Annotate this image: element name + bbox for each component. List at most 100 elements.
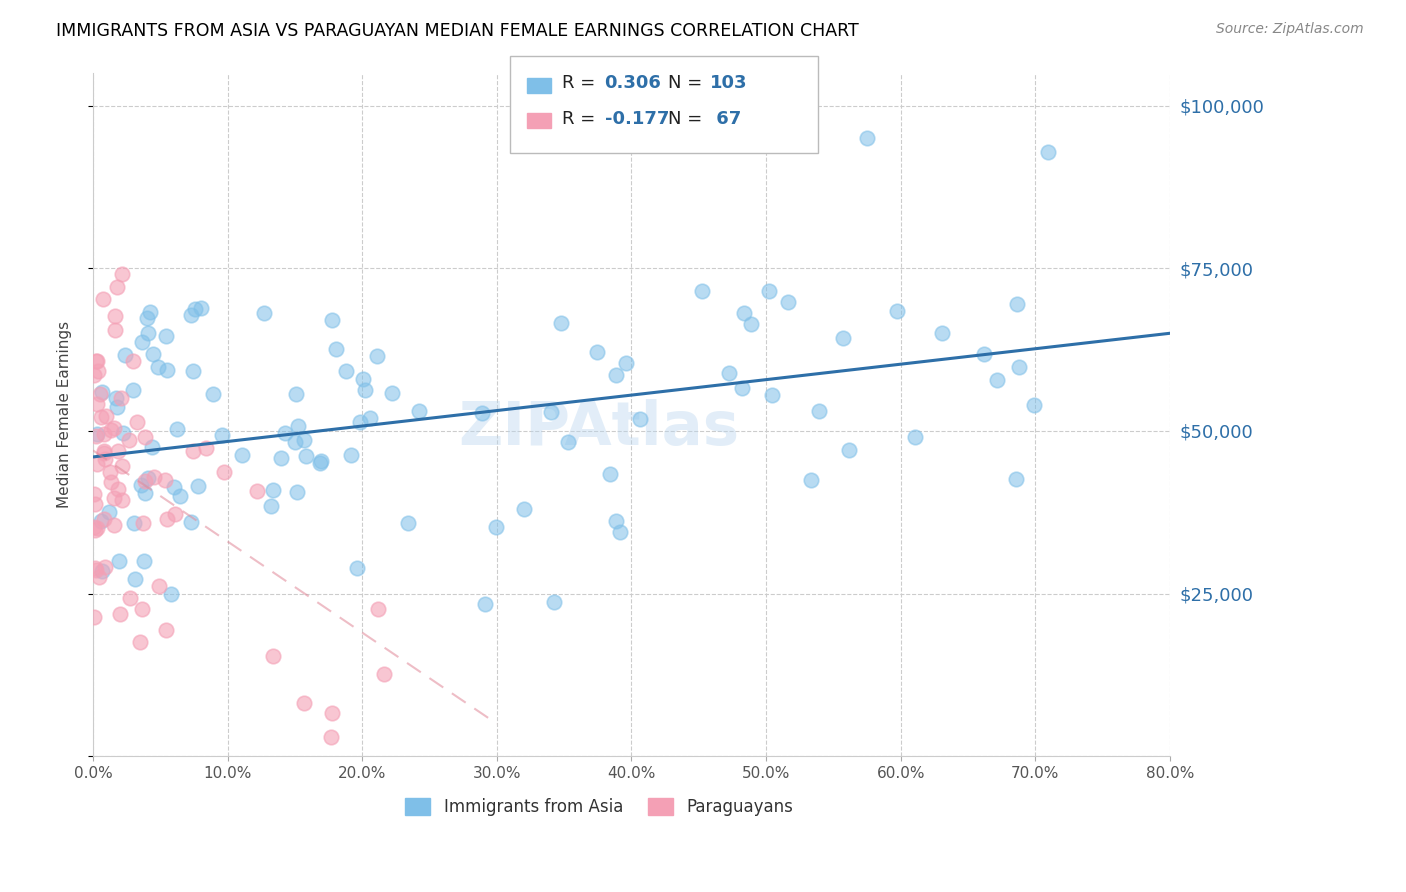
Point bbox=[94, 409, 117, 423]
Point bbox=[212, 465, 235, 479]
Point bbox=[143, 470, 166, 484]
Point bbox=[1038, 145, 1060, 159]
Point bbox=[83, 487, 105, 501]
Point bbox=[184, 302, 207, 317]
Point bbox=[121, 353, 143, 368]
Point bbox=[103, 518, 125, 533]
Point bbox=[557, 434, 579, 449]
Point bbox=[285, 484, 308, 499]
Point bbox=[131, 601, 153, 615]
Point bbox=[284, 435, 307, 450]
Point bbox=[97, 505, 120, 519]
Point bbox=[359, 410, 381, 425]
Point bbox=[986, 374, 1008, 388]
Point bbox=[139, 305, 162, 319]
Point bbox=[180, 308, 202, 322]
Point bbox=[373, 666, 395, 681]
Point bbox=[886, 303, 908, 318]
Point bbox=[325, 342, 347, 356]
Point bbox=[134, 474, 156, 488]
Point bbox=[211, 428, 233, 442]
Point bbox=[155, 328, 177, 343]
Point bbox=[319, 730, 342, 744]
Point bbox=[84, 353, 107, 368]
Point bbox=[93, 451, 115, 466]
Point bbox=[122, 516, 145, 530]
Point bbox=[349, 415, 371, 429]
Point bbox=[260, 499, 283, 513]
Point bbox=[90, 409, 112, 424]
Point bbox=[105, 280, 128, 294]
Point bbox=[136, 326, 159, 340]
Point bbox=[86, 521, 108, 535]
Point bbox=[124, 572, 146, 586]
Point bbox=[163, 507, 186, 521]
Point bbox=[690, 284, 713, 298]
Point bbox=[160, 587, 183, 601]
Point bbox=[381, 385, 404, 400]
Point bbox=[183, 364, 205, 378]
Point bbox=[91, 384, 114, 399]
Point bbox=[83, 560, 105, 574]
Point bbox=[253, 306, 276, 320]
Point bbox=[605, 514, 627, 528]
Point bbox=[274, 426, 297, 441]
Point bbox=[114, 348, 136, 362]
Point bbox=[294, 449, 316, 463]
Point bbox=[136, 471, 159, 485]
Point bbox=[134, 485, 156, 500]
Point bbox=[86, 353, 108, 368]
Point bbox=[111, 458, 134, 473]
Point bbox=[609, 524, 631, 539]
Point bbox=[83, 523, 105, 537]
Point bbox=[973, 347, 995, 361]
Point bbox=[83, 497, 105, 511]
Text: N =: N = bbox=[668, 74, 707, 92]
Point bbox=[180, 515, 202, 529]
Text: 67: 67 bbox=[710, 110, 741, 128]
Point bbox=[142, 347, 165, 361]
Point bbox=[287, 418, 309, 433]
Point bbox=[83, 610, 105, 624]
Point bbox=[86, 397, 108, 411]
Point bbox=[129, 478, 152, 492]
Legend: Immigrants from Asia, Paraguayans: Immigrants from Asia, Paraguayans bbox=[398, 791, 800, 823]
Point bbox=[87, 364, 110, 378]
Point bbox=[540, 405, 562, 419]
Point bbox=[111, 492, 134, 507]
Point bbox=[718, 366, 741, 380]
Point bbox=[190, 301, 212, 315]
Point bbox=[107, 482, 129, 496]
Point bbox=[471, 406, 494, 420]
Point bbox=[86, 426, 108, 441]
Point bbox=[110, 392, 132, 406]
Point bbox=[108, 554, 131, 568]
Point bbox=[108, 607, 131, 621]
Point bbox=[93, 446, 115, 460]
Text: 103: 103 bbox=[710, 74, 748, 92]
Point bbox=[309, 453, 332, 467]
Point bbox=[104, 323, 127, 337]
Point bbox=[904, 429, 927, 443]
Point bbox=[1022, 399, 1045, 413]
Point bbox=[262, 483, 284, 497]
Point bbox=[156, 511, 179, 525]
Text: R =: R = bbox=[562, 110, 602, 128]
Point bbox=[340, 448, 363, 462]
Point bbox=[153, 473, 176, 487]
Point bbox=[194, 442, 217, 456]
Point bbox=[474, 597, 496, 611]
Point bbox=[83, 368, 105, 383]
Point bbox=[187, 479, 209, 493]
Y-axis label: Median Female Earnings: Median Female Earnings bbox=[58, 321, 72, 508]
Point bbox=[856, 131, 879, 145]
Text: Source: ZipAtlas.com: Source: ZipAtlas.com bbox=[1216, 22, 1364, 37]
Point bbox=[155, 624, 177, 638]
Point bbox=[111, 267, 134, 281]
Point bbox=[148, 359, 170, 374]
Point bbox=[630, 411, 652, 425]
Point bbox=[831, 331, 853, 345]
Point bbox=[132, 553, 155, 567]
Point bbox=[83, 520, 105, 534]
Point bbox=[122, 383, 145, 397]
